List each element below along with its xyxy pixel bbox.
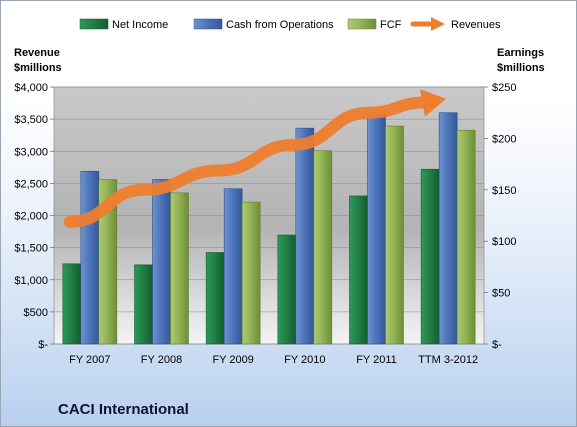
category-label: FY 2007	[69, 354, 110, 366]
revenue-arrow-shaft	[63, 96, 433, 228]
right-axis: $- $50 $100 $150 $200 $250	[484, 82, 516, 351]
bar-cash-from-operations	[80, 170, 100, 345]
bar-fcf	[385, 125, 404, 345]
revenue-arrow-head	[420, 89, 447, 117]
bar-fcf	[456, 129, 476, 345]
right-axis-tick-label: $50	[492, 288, 510, 300]
gridlines	[54, 86, 484, 345]
legend: Net Income Cash from Operations FCF Reve…	[79, 17, 501, 31]
bar-net-income	[349, 195, 368, 345]
bar-net-income	[420, 168, 440, 345]
bar-net-income	[134, 264, 153, 345]
category-label: FY 2010	[284, 354, 325, 366]
bar-net-income	[62, 263, 82, 345]
left-axis-tick-label: $-	[38, 339, 48, 351]
left-axis-tick-label: $1,000	[14, 275, 48, 287]
category-label: FY 2011	[356, 354, 397, 366]
left-axis-title-line1: Revenue	[14, 47, 60, 59]
left-axis-title-line2: $millions	[14, 62, 62, 74]
left-axis-tick-label: $3,500	[14, 114, 48, 126]
legend-swatch-fcf	[347, 18, 377, 30]
left-axis-tick-label: $4,000	[14, 82, 48, 94]
bar-fcf	[313, 150, 333, 345]
x-axis: FY 2007 FY 2008 FY 2009 FY 2010 FY 2011 TTM 3…	[69, 354, 478, 366]
right-axis-tick-label: $250	[492, 82, 516, 94]
bar-fcf	[241, 201, 261, 345]
left-axis-tick-label: $1,500	[14, 243, 48, 255]
bar-fcf	[170, 192, 189, 345]
right-axis-tick-label: $100	[492, 236, 516, 248]
bar-net-income	[277, 234, 297, 345]
bar-cash-from-operations	[152, 179, 171, 345]
legend-label-fcf: FCF	[380, 19, 402, 31]
right-axis-title-line2: $millions	[497, 62, 545, 74]
left-axis-tick-label: $2,000	[14, 211, 48, 223]
category-label: FY 2008	[141, 354, 182, 366]
bar-cash-from-operations	[295, 127, 315, 345]
legend-label-net-income: Net Income	[112, 19, 168, 31]
left-axis-tick-label: $500	[24, 307, 48, 319]
right-axis-tick-label: $150	[492, 185, 516, 197]
bar-fcf	[98, 179, 118, 345]
legend-arrow-revenues	[410, 17, 445, 31]
legend-swatch-net-income	[79, 18, 109, 30]
right-axis-title-line1: Earnings	[497, 47, 544, 59]
left-axis-tick-label: $3,000	[14, 146, 48, 158]
bars	[62, 112, 476, 345]
bar-net-income	[205, 252, 225, 345]
left-axis-tick-label: $2,500	[14, 178, 48, 190]
legend-label-revenues: Revenues	[451, 19, 501, 31]
category-label: TTM 3-2012	[418, 354, 478, 366]
legend-label-cash-from-operations: Cash from Operations	[226, 19, 334, 31]
bar-cash-from-operations	[438, 112, 458, 345]
left-axis: $- $500 $1,000 $1,500 $2,000 $2,500 $3,000 $3,5…	[14, 82, 54, 351]
revenue-arrow	[63, 89, 447, 228]
chart-title: CACI International	[58, 401, 189, 418]
category-label: FY 2009	[212, 354, 253, 366]
bar-cash-from-operations	[223, 188, 243, 345]
right-axis-tick-label: $-	[492, 339, 502, 351]
legend-swatch-cash-from-operations	[193, 18, 223, 30]
bar-cash-from-operations	[367, 113, 386, 345]
right-axis-tick-label: $200	[492, 133, 516, 145]
